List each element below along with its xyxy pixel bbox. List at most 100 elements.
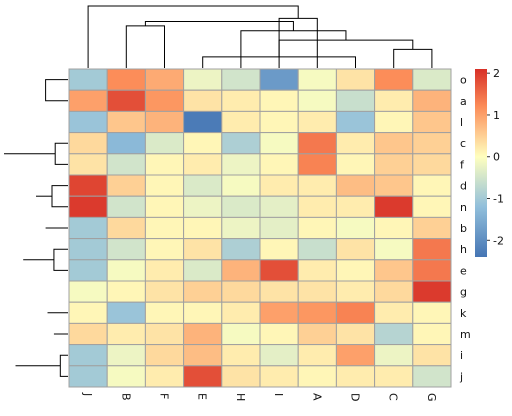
legend-tick-label: -1	[493, 193, 504, 206]
heatmap-cell	[68, 301, 108, 324]
heatmap-cell	[412, 238, 452, 261]
heatmap-cell	[68, 238, 108, 261]
heatmap-cell	[259, 238, 299, 261]
heatmap-cell	[297, 344, 337, 367]
heatmap-cell	[106, 280, 146, 303]
heatmap-cell	[221, 153, 261, 176]
heatmap-cell	[259, 344, 299, 367]
heatmap-cell	[221, 301, 261, 324]
color-legend-bar	[475, 69, 487, 257]
heatmap-cell	[374, 132, 414, 155]
heatmap-cell	[297, 89, 337, 112]
heatmap-cell	[374, 259, 414, 282]
heatmap-cell	[297, 132, 337, 155]
heatmap-cell	[259, 153, 299, 176]
heatmap-cell	[335, 153, 376, 176]
column-label: E	[196, 393, 209, 400]
heatmap-cell	[335, 174, 376, 197]
heatmap-cell	[106, 132, 146, 155]
heatmap-cell	[144, 344, 185, 367]
column-dendrogram-branch	[87, 5, 299, 68]
heatmap-cell	[68, 153, 108, 176]
row-label: m	[460, 328, 471, 341]
heatmap-cell	[297, 68, 337, 91]
heatmap-cell	[144, 89, 185, 112]
heatmap-cell	[259, 174, 299, 197]
heatmap-cell	[221, 280, 261, 303]
heatmap-cell	[335, 132, 376, 155]
heatmap-cell	[144, 259, 185, 282]
heatmap-cell	[412, 216, 452, 240]
heatmap-cell	[259, 68, 299, 91]
heatmap-cell	[221, 195, 261, 218]
color-legend: 2 1 0 -1 -2	[475, 67, 504, 257]
heatmap-cell	[183, 280, 223, 303]
heatmap-cell	[106, 195, 146, 218]
heatmap-cell	[106, 259, 146, 282]
heatmap-cell	[374, 68, 414, 91]
column-label: D	[349, 393, 362, 401]
row-label: k	[460, 307, 467, 320]
column-label: F	[158, 393, 171, 399]
heatmap-cell	[183, 174, 223, 197]
heatmap-cell	[221, 322, 261, 346]
heatmap-cell	[335, 344, 376, 367]
column-label: H	[234, 393, 247, 401]
row-label: a	[460, 95, 467, 108]
heatmap-cell	[144, 174, 185, 197]
heatmap-cell	[144, 322, 185, 346]
heatmap-cell	[183, 365, 223, 388]
heatmap-cell	[183, 132, 223, 155]
row-label: j	[459, 370, 463, 383]
heatmap-cell	[183, 68, 223, 91]
heatmap-cell	[374, 216, 414, 240]
heatmap-cell	[106, 174, 146, 197]
heatmap-cell	[106, 68, 146, 91]
heatmap-cell	[374, 322, 414, 346]
heatmap-cell	[106, 322, 146, 346]
heatmap-cell	[106, 365, 146, 388]
heatmap-cell	[374, 301, 414, 324]
heatmap-cell	[183, 238, 223, 261]
column-label: I	[272, 393, 285, 396]
heatmap-cell	[374, 153, 414, 176]
heatmap-cell	[297, 322, 337, 346]
heatmap-cell	[374, 195, 414, 218]
heatmap-cell	[335, 195, 376, 218]
heatmap-cell	[374, 110, 414, 134]
heatmap-cell	[374, 89, 414, 112]
heatmap-cell	[106, 89, 146, 112]
heatmap-cell	[221, 89, 261, 112]
heatmap-cell	[297, 174, 337, 197]
heatmap-cell	[106, 301, 146, 324]
heatmap-cell	[259, 259, 299, 282]
row-label: h	[460, 243, 467, 256]
legend-tick-label: 1	[493, 109, 500, 122]
heatmap-cell	[259, 89, 299, 112]
column-label: A	[310, 393, 323, 401]
heatmap-cell	[259, 195, 299, 218]
heatmap-cell	[259, 322, 299, 346]
heatmap-cell	[412, 153, 452, 176]
heatmap-cell	[68, 174, 108, 197]
row-label: c	[460, 137, 466, 150]
heatmap-cell	[412, 259, 452, 282]
heatmap-cell	[221, 216, 261, 240]
row-label: i	[460, 349, 463, 362]
heatmap-cell	[144, 132, 185, 155]
heatmap-cell	[221, 365, 261, 388]
column-label: C	[387, 393, 400, 401]
row-dendrogram	[4, 80, 68, 377]
heatmap-cell	[221, 132, 261, 155]
heatmap-cell	[297, 238, 337, 261]
row-dendrogram-branch	[45, 79, 68, 102]
heatmap-cell	[68, 216, 108, 240]
heatmap-cell	[144, 153, 185, 176]
heatmap-cell	[68, 259, 108, 282]
heatmap-cell	[335, 110, 376, 134]
heatmap-cell	[335, 259, 376, 282]
heatmap-cell	[335, 365, 376, 388]
heatmap-cell	[144, 68, 185, 91]
